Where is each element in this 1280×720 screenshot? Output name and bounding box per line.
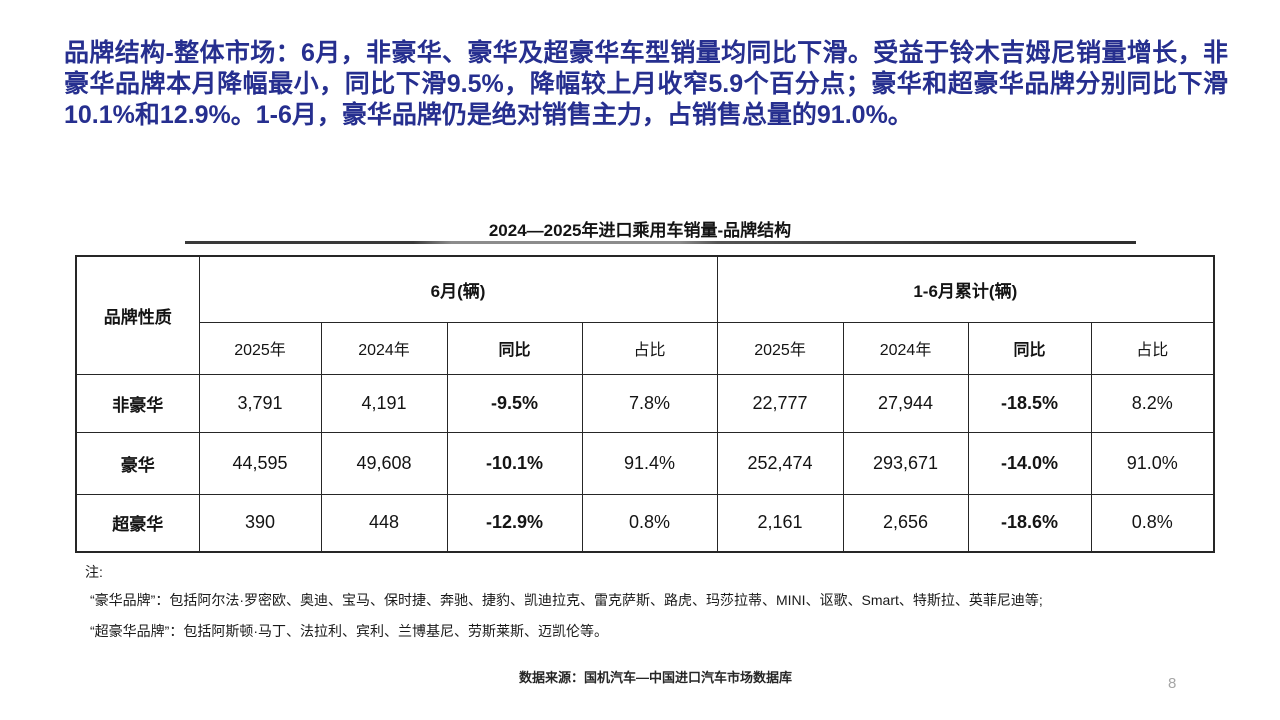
cell-jun-2024: 49,608 xyxy=(320,431,448,495)
table-row-super-luxury: 超豪华 390 448 -12.9% 0.8% 2,161 2,656 -18.… xyxy=(75,493,1215,553)
cell-cum-2025: 22,777 xyxy=(716,373,844,433)
cell-cum-2025: 2,161 xyxy=(716,493,844,553)
header-group-june: 6月(辆) xyxy=(198,255,718,323)
cell-cum-share: 0.8% xyxy=(1090,493,1215,553)
header-cum-yoy: 同比 xyxy=(967,321,1092,375)
table-row-non-luxury: 非豪华 3,791 4,191 -9.5% 7.8% 22,777 27,944… xyxy=(75,373,1215,433)
row-label: 超豪华 xyxy=(75,493,200,553)
header-brand-type: 品牌性质 xyxy=(75,255,200,375)
notes-label: 注: xyxy=(85,564,103,580)
slide-headline: 品牌结构-整体市场：6月，非豪华、豪华及超豪华车型销量均同比下滑。受益于铃木吉姆… xyxy=(64,39,1228,129)
header-jun-2025: 2025年 xyxy=(198,321,322,375)
cell-jun-share: 91.4% xyxy=(581,431,718,495)
cell-cum-2025: 252,474 xyxy=(716,431,844,495)
cell-cum-2024: 293,671 xyxy=(842,431,969,495)
header-cum-2024: 2024年 xyxy=(842,321,969,375)
cell-cum-share: 8.2% xyxy=(1090,373,1215,433)
cell-cum-yoy: -14.0% xyxy=(967,431,1092,495)
page-number: 8 xyxy=(1168,675,1177,692)
data-source-caption: 数据来源：国机汽车—中国进口汽车市场数据库 xyxy=(519,670,793,685)
header-cum-2025: 2025年 xyxy=(716,321,844,375)
cell-jun-2024: 4,191 xyxy=(320,373,448,433)
header-group-cumulative: 1-6月累计(辆) xyxy=(716,255,1215,323)
table-header-group-row: 品牌性质 6月(辆) 1-6月累计(辆) xyxy=(75,255,1215,375)
cell-jun-2025: 390 xyxy=(198,493,322,553)
sales-brand-structure-table: 品牌性质 6月(辆) 1-6月累计(辆) 2025年 2024年 同比 占比 2… xyxy=(75,255,1216,553)
cell-cum-2024: 27,944 xyxy=(842,373,969,433)
cell-jun-2025: 44,595 xyxy=(198,431,322,495)
cell-jun-yoy: -12.9% xyxy=(446,493,583,553)
row-label: 豪华 xyxy=(75,431,200,495)
header-cum-share: 占比 xyxy=(1090,321,1215,375)
cell-jun-share: 7.8% xyxy=(581,373,718,433)
header-jun-2024: 2024年 xyxy=(320,321,448,375)
note-super-luxury-brands: “超豪华品牌”：包括阿斯顿·马丁、法拉利、宾利、兰博基尼、劳斯莱斯、迈凯伦等。 xyxy=(90,623,608,639)
cell-cum-share: 91.0% xyxy=(1090,431,1215,495)
cell-cum-yoy: -18.6% xyxy=(967,493,1092,553)
table-title: 2024—2025年进口乘用车销量-品牌结构 xyxy=(488,221,792,240)
cell-jun-yoy: -10.1% xyxy=(446,431,583,495)
cell-cum-yoy: -18.5% xyxy=(967,373,1092,433)
cell-jun-yoy: -9.5% xyxy=(446,373,583,433)
cell-jun-2025: 3,791 xyxy=(198,373,322,433)
header-jun-share: 占比 xyxy=(581,321,718,375)
row-label: 非豪华 xyxy=(75,373,200,433)
table-row-luxury: 豪华 44,595 49,608 -10.1% 91.4% 252,474 29… xyxy=(75,431,1215,495)
table-header-sub-row: 2025年 2024年 同比 占比 2025年 2024年 同比 占比 xyxy=(76,321,1215,375)
title-underline-rule xyxy=(185,241,1136,244)
header-jun-yoy: 同比 xyxy=(446,321,583,375)
cell-jun-2024: 448 xyxy=(320,493,448,553)
note-luxury-brands: “豪华品牌”：包括阿尔法·罗密欧、奥迪、宝马、保时捷、奔驰、捷豹、凯迪拉克、雷克… xyxy=(90,592,1043,608)
cell-jun-share: 0.8% xyxy=(581,493,718,553)
cell-cum-2024: 2,656 xyxy=(842,493,969,553)
